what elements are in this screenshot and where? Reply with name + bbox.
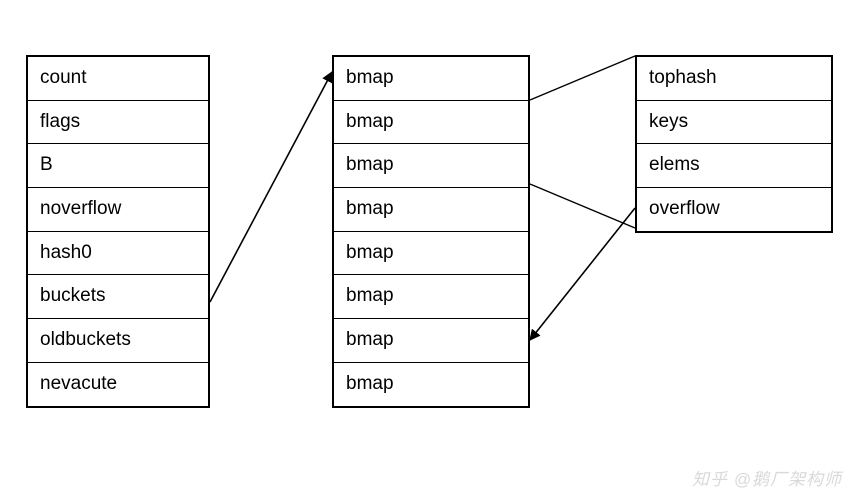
bucket-row: bmap <box>334 232 528 276</box>
bucket-row: bmap <box>334 188 528 232</box>
arrow-buckets-to-bmap <box>210 72 332 302</box>
line-bmap1-top-to-struct-top <box>530 56 635 100</box>
hmap-row-count: count <box>28 57 208 101</box>
bucket-row: bmap <box>334 363 528 406</box>
bucket-array-table: bmap bmap bmap bmap bmap bmap bmap bmap <box>332 55 530 408</box>
bucket-row: bmap <box>334 57 528 101</box>
bmap-row-elems: elems <box>637 144 831 188</box>
bucket-row: bmap <box>334 144 528 188</box>
bmap-struct-table: tophash keys elems overflow <box>635 55 833 233</box>
bmap-row-overflow: overflow <box>637 188 831 231</box>
hmap-row-hash0: hash0 <box>28 232 208 276</box>
hmap-row-oldbuckets: oldbuckets <box>28 319 208 363</box>
bmap-row-tophash: tophash <box>637 57 831 101</box>
hmap-row-noverflow: noverflow <box>28 188 208 232</box>
watermark: 知乎 @鹅厂架构师 <box>692 465 842 490</box>
hmap-row-b: B <box>28 144 208 188</box>
hmap-table: count flags B noverflow hash0 buckets ol… <box>26 55 210 408</box>
bucket-row: bmap <box>334 275 528 319</box>
bmap-row-keys: keys <box>637 101 831 145</box>
hmap-row-nevacute: nevacute <box>28 363 208 406</box>
hmap-row-buckets: buckets <box>28 275 208 319</box>
line-bmap2-bot-to-struct-bot <box>530 184 635 228</box>
bucket-row: bmap <box>334 319 528 363</box>
arrow-overflow-to-bmap6 <box>530 208 635 340</box>
bucket-row: bmap <box>334 101 528 145</box>
hmap-row-flags: flags <box>28 101 208 145</box>
